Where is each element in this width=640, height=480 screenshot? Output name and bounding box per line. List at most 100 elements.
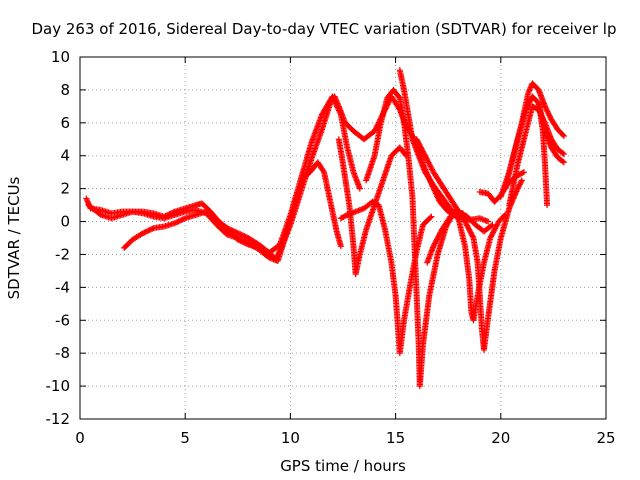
series-3 <box>121 93 363 256</box>
data-point <box>332 99 339 106</box>
data-point <box>560 159 567 166</box>
series-7 <box>396 67 509 324</box>
data-point <box>261 247 268 254</box>
data-point <box>544 202 551 209</box>
data-point <box>427 214 434 221</box>
data-point <box>518 178 525 185</box>
data-point <box>329 93 336 100</box>
data-point <box>242 240 249 247</box>
y-axis-label: SDTVAR / TECUs <box>5 176 23 299</box>
data-point <box>356 185 363 192</box>
data-point <box>237 237 244 244</box>
data-series <box>83 67 567 390</box>
data-point <box>257 245 264 252</box>
data-point <box>238 238 245 245</box>
series-9 <box>424 208 496 266</box>
data-point <box>559 158 566 165</box>
data-point <box>526 98 533 105</box>
data-point <box>149 225 156 232</box>
data-point <box>334 103 341 110</box>
data-point <box>560 132 567 139</box>
data-point <box>179 216 186 223</box>
data-point <box>171 220 178 227</box>
series-14 <box>535 100 567 166</box>
data-point <box>485 218 492 225</box>
data-point <box>180 215 187 222</box>
data-point <box>146 226 153 233</box>
y-tick-label: 2 <box>60 180 70 198</box>
data-point <box>542 104 549 111</box>
data-point <box>342 212 349 219</box>
data-point <box>559 150 566 157</box>
data-point <box>259 246 266 253</box>
y-tick-label: 10 <box>51 48 70 66</box>
data-point <box>144 228 151 235</box>
y-tick-label: -12 <box>46 410 71 428</box>
y-tick-label: 6 <box>60 114 70 132</box>
data-point <box>546 112 553 119</box>
data-point <box>428 213 435 220</box>
data-point <box>176 217 183 224</box>
chart-title: Day 263 of 2016, Sidereal Day-to-day VTE… <box>32 20 617 38</box>
y-tick-labels: -12 -10 -8 -6 -4 -2 0 2 4 6 8 10 <box>46 48 71 428</box>
data-point <box>240 239 247 246</box>
data-point <box>236 237 243 244</box>
x-tick-label: 5 <box>180 429 190 447</box>
y-tick-label: -2 <box>55 245 70 263</box>
data-point <box>337 243 344 250</box>
data-point <box>543 107 550 114</box>
data-point <box>262 247 269 254</box>
data-point <box>141 229 148 236</box>
data-point <box>545 111 552 118</box>
data-point <box>547 113 554 120</box>
series-5 <box>337 198 435 357</box>
data-point <box>335 107 342 114</box>
y-tick-label: -6 <box>55 311 70 329</box>
y-tick-label: 8 <box>60 81 70 99</box>
data-point <box>96 211 103 218</box>
series-13 <box>506 103 567 209</box>
data-point <box>174 218 181 225</box>
data-point <box>333 101 340 108</box>
data-point <box>336 108 343 115</box>
data-point <box>543 105 550 112</box>
data-point <box>241 239 248 246</box>
data-point <box>544 108 551 115</box>
y-tick-label: -4 <box>55 278 70 296</box>
y-tick-label: 0 <box>60 213 70 231</box>
data-point <box>331 97 338 104</box>
series-4 <box>335 136 410 278</box>
data-point <box>175 218 182 225</box>
x-tick-label: 0 <box>75 429 85 447</box>
data-point <box>520 169 527 176</box>
data-point <box>330 96 337 103</box>
data-point <box>559 131 566 138</box>
data-point <box>489 221 496 228</box>
data-point <box>395 93 402 100</box>
data-point <box>435 196 442 203</box>
series-12 <box>502 80 567 192</box>
series-6 <box>363 86 466 390</box>
data-point <box>172 219 179 226</box>
data-point <box>518 177 525 184</box>
data-point <box>488 222 495 229</box>
data-point <box>334 104 341 111</box>
data-point <box>560 151 567 158</box>
data-point <box>145 227 152 234</box>
data-point <box>545 109 552 116</box>
data-point <box>454 215 461 222</box>
plot-frame <box>79 56 607 420</box>
x-axis-label: GPS time / hours <box>280 457 406 475</box>
data-point <box>330 94 337 101</box>
x-tick-labels: 0 5 10 15 20 25 <box>75 429 615 447</box>
y-tick-label: -8 <box>55 344 70 362</box>
data-point <box>258 246 265 253</box>
data-point <box>335 106 342 113</box>
data-point <box>320 167 327 174</box>
x-tick-label: 25 <box>596 429 615 447</box>
data-point <box>255 244 262 251</box>
data-point <box>332 100 339 107</box>
data-point <box>541 103 548 110</box>
